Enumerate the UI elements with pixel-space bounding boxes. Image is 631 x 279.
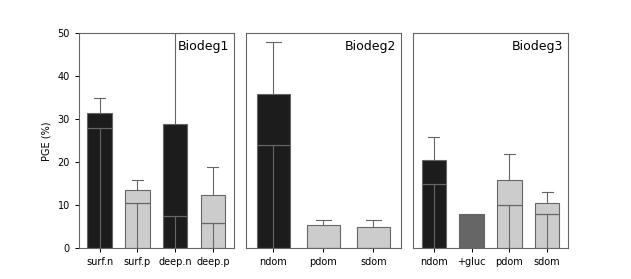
Text: Biodeg3: Biodeg3 <box>512 40 563 53</box>
Bar <box>87 113 112 128</box>
Bar <box>497 205 522 248</box>
Bar <box>422 160 446 184</box>
Bar <box>535 203 560 214</box>
Bar <box>87 128 112 248</box>
Bar <box>257 145 290 248</box>
Bar <box>459 216 484 248</box>
Bar <box>201 223 225 248</box>
Text: Biodeg2: Biodeg2 <box>345 40 396 53</box>
Bar <box>125 190 150 203</box>
Bar <box>257 94 290 145</box>
Bar <box>125 203 150 248</box>
Bar <box>163 216 187 248</box>
Bar <box>459 214 484 216</box>
Bar <box>535 214 560 248</box>
Bar <box>201 195 225 223</box>
Bar <box>497 180 522 205</box>
Y-axis label: PGE (%): PGE (%) <box>42 121 52 161</box>
Bar <box>357 227 389 248</box>
Bar <box>422 184 446 248</box>
Bar <box>307 225 339 248</box>
Text: Biodeg1: Biodeg1 <box>177 40 229 53</box>
Bar <box>163 124 187 216</box>
